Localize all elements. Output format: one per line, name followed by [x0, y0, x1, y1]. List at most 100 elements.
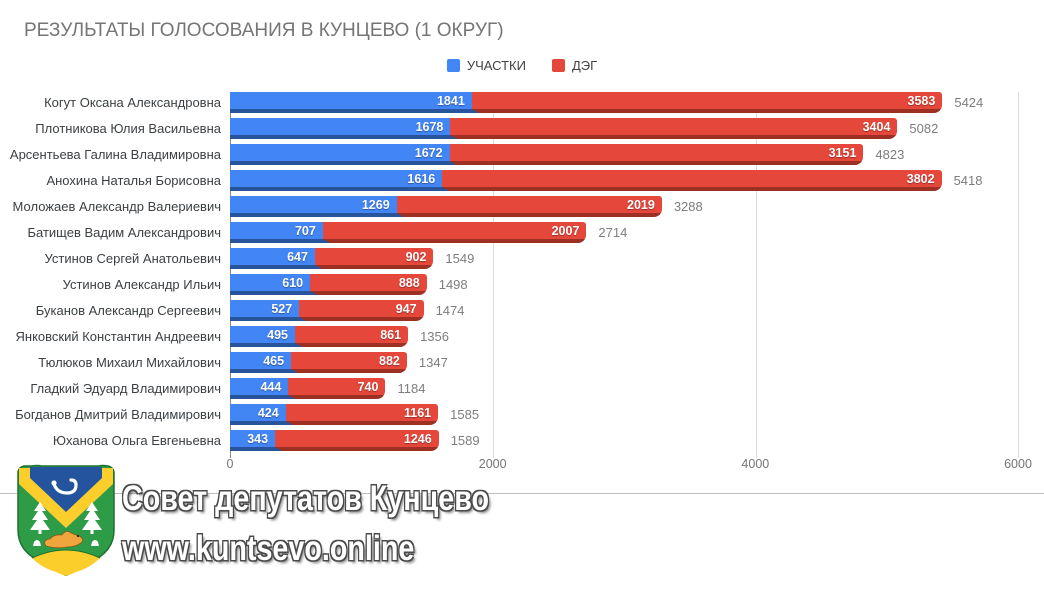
bar-value-label: 343 [247, 432, 269, 446]
bar-value-label: 610 [282, 276, 304, 290]
legend-item-deg[interactable]: ДЭГ [551, 58, 597, 73]
branding-url: www.kuntsevo.online [122, 529, 415, 568]
bar-deg-segment[interactable]: 947 [299, 300, 424, 321]
bar-deg-segment[interactable]: 1246 [275, 430, 439, 451]
bar-deg-segment[interactable]: 2007 [322, 222, 587, 243]
bar-uchastki-segment[interactable]: 1678 [230, 118, 451, 139]
bar-group: 647 902 1549 [230, 248, 1018, 269]
bar-value-label: 527 [271, 302, 293, 316]
bar-uchastki-segment[interactable]: 647 [230, 248, 315, 269]
bar-value-label: 861 [380, 328, 402, 342]
bar-value-label: 1269 [361, 198, 390, 212]
bar-deg-segment[interactable]: 861 [295, 326, 409, 347]
bar-uchastki-segment[interactable]: 707 [230, 222, 323, 243]
bar-value-label: 1678 [415, 120, 444, 134]
bar-group: 610 888 1498 [230, 274, 1018, 295]
candidate-label: Плотникова Юлия Васильевна [35, 121, 221, 136]
chart-row: Янковский Константин Андреевич 495 861 1356 [0, 326, 1018, 347]
bar-group: 527 947 1474 [230, 300, 1018, 321]
chart-row: Батищев Вадим Александрович 707 2007 2714 [0, 222, 1018, 243]
x-tick-label: 2000 [478, 457, 507, 471]
chart-row: Тюлюков Михаил Михайлович 465 882 1347 [0, 352, 1018, 373]
bar-value-label: 424 [257, 406, 279, 420]
bar-value-label: 3802 [906, 172, 935, 186]
bar-value-label: 1841 [436, 94, 465, 108]
bar-value-label: 3151 [828, 146, 857, 160]
bar-deg-segment[interactable]: 3583 [471, 92, 943, 113]
bar-deg-segment[interactable]: 3404 [450, 118, 898, 139]
total-label: 1474 [435, 303, 465, 318]
gridline [1018, 92, 1019, 458]
total-label: 1347 [418, 355, 448, 370]
bar-deg-segment[interactable]: 3151 [449, 144, 864, 165]
bar-uchastki-segment[interactable]: 1841 [230, 92, 472, 113]
bar-value-label: 3404 [862, 120, 891, 134]
beaver-figure [44, 531, 83, 549]
bar-group: 1678 3404 5082 [230, 118, 1018, 139]
legend: УЧАСТКИ ДЭГ [0, 58, 1044, 73]
x-tick-label: 0 [226, 457, 234, 471]
total-label: 3288 [673, 199, 703, 214]
bar-uchastki-segment[interactable]: 465 [230, 352, 292, 373]
candidate-label: Устинов Сергей Анатольевич [44, 251, 221, 266]
chart-row: Плотникова Юлия Васильевна 1678 3404 5082 [0, 118, 1018, 139]
bar-value-label: 888 [398, 276, 420, 290]
bar-deg-segment[interactable]: 902 [314, 248, 434, 269]
kuntsevo-coat-of-arms [17, 464, 115, 576]
candidate-label: Арсентьева Галина Владимировна [9, 147, 221, 162]
bar-uchastki-segment[interactable]: 343 [230, 430, 276, 451]
total-label: 1589 [450, 433, 480, 448]
legend-swatch-blue-icon [446, 59, 460, 72]
bar-value-label: 2019 [627, 198, 655, 212]
bar-uchastki-segment[interactable]: 1269 [230, 196, 397, 217]
bar-group: 1841 3583 5424 [230, 92, 1018, 113]
chart-rows: Когут Оксана Александровна 1841 3583 5424 Пл… [0, 92, 1018, 451]
bar-value-label: 1616 [407, 172, 436, 186]
chart-row: Юханова Ольга Евгеньевна 343 1246 1589 [0, 430, 1018, 451]
bar-uchastki-segment[interactable]: 527 [230, 300, 300, 321]
bar-deg-segment[interactable]: 882 [291, 352, 407, 373]
bar-value-label: 3583 [907, 94, 936, 108]
total-label: 4823 [875, 147, 905, 162]
bar-group: 444 740 1184 [230, 378, 1018, 399]
legend-item-uchastki[interactable]: УЧАСТКИ [446, 58, 526, 73]
bar-group: 424 1161 1585 [230, 404, 1018, 425]
stacked-bar-chart: Когут Оксана Александровна 1841 3583 5424 Пл… [0, 92, 1032, 473]
bar-value-label: 947 [395, 302, 417, 316]
total-label: 1184 [397, 381, 426, 396]
bar-group: 495 861 1356 [230, 326, 1018, 347]
chart-row: Когут Оксана Александровна 1841 3583 5424 [0, 92, 1018, 113]
bar-deg-segment[interactable]: 3802 [442, 170, 942, 191]
total-label: 2714 [598, 225, 628, 240]
bar-uchastki-segment[interactable]: 495 [230, 326, 295, 347]
candidate-label: Богданов Дмитрий Владимирович [15, 407, 221, 422]
candidate-label: Янковский Константин Андреевич [15, 329, 222, 344]
bar-value-label: 707 [294, 224, 316, 238]
bar-value-label: 444 [260, 380, 282, 394]
chart-row: Устинов Александр Ильич 610 888 1498 [0, 274, 1018, 295]
bar-value-label: 740 [357, 380, 379, 394]
bar-group: 1672 3151 4823 [230, 144, 1018, 165]
bar-uchastki-segment[interactable]: 1672 [230, 144, 450, 165]
bar-value-label: 882 [379, 354, 400, 368]
bar-value-label: 1246 [403, 432, 432, 446]
bar-uchastki-segment[interactable]: 1616 [230, 170, 443, 191]
chart-row: Буканов Александр Сергеевич 527 947 1474 [0, 300, 1018, 321]
bar-uchastki-segment[interactable]: 444 [230, 378, 289, 399]
bar-group: 343 1246 1589 [230, 430, 1018, 451]
candidate-label: Буканов Александр Сергеевич [35, 303, 221, 318]
candidate-label: Моложаев Александр Валериевич [12, 199, 221, 214]
candidate-label: Батищев Вадим Александрович [27, 225, 221, 240]
bar-deg-segment[interactable]: 2019 [396, 196, 662, 217]
bar-deg-segment[interactable]: 888 [310, 274, 427, 295]
bar-value-label: 1672 [414, 146, 443, 160]
bar-value-label: 495 [267, 328, 288, 342]
bar-uchastki-segment[interactable]: 424 [230, 404, 286, 425]
bar-value-label: 1161 [404, 406, 432, 420]
bar-uchastki-segment[interactable]: 610 [230, 274, 311, 295]
chart-row: Моложаев Александр Валериевич 1269 2019 328… [0, 196, 1018, 217]
legend-swatch-red-icon [551, 59, 565, 72]
bar-deg-segment[interactable]: 1161 [285, 404, 439, 425]
bar-deg-segment[interactable]: 740 [288, 378, 386, 399]
